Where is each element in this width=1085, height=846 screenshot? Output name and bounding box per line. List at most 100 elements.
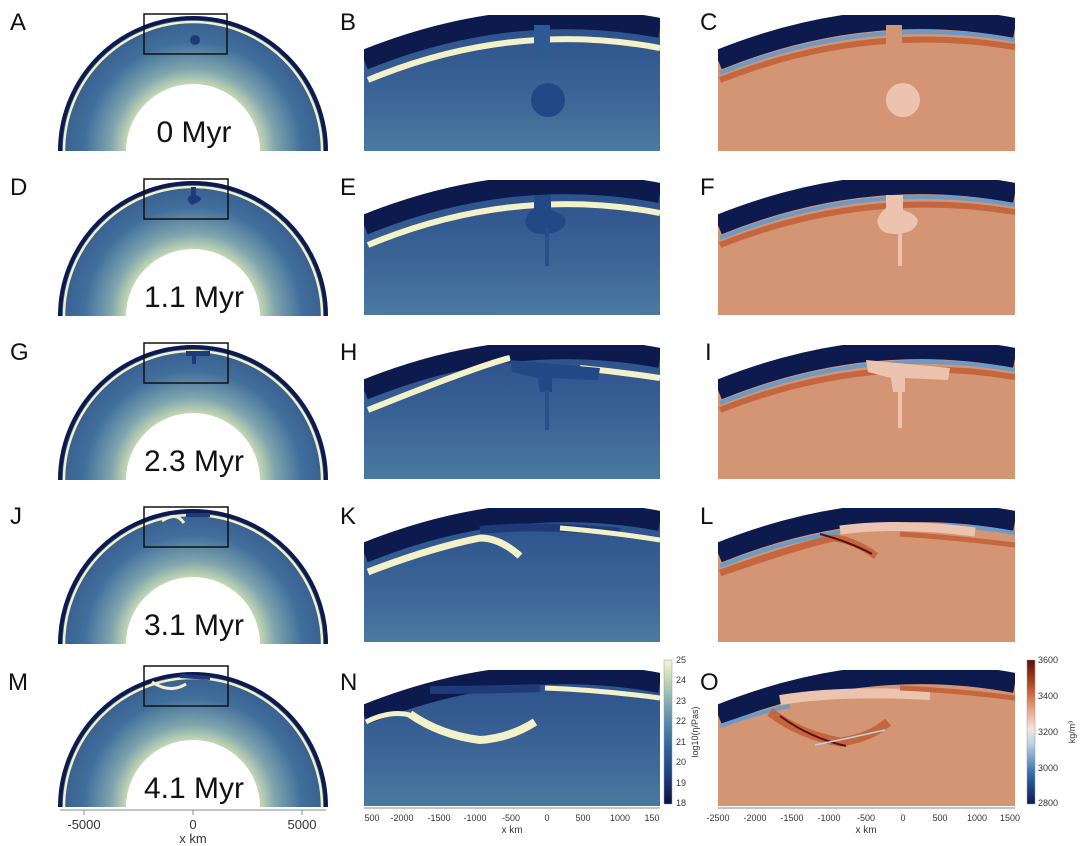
overview-tick: 0 [189, 817, 196, 832]
slab [407, 710, 538, 745]
viscosity-panel-k [364, 508, 660, 642]
colorbar-tick: 22 [676, 716, 686, 726]
row-3 [58, 506, 1015, 645]
panel-label-a: A [10, 9, 26, 36]
viscosity-tick: 0 [544, 813, 549, 823]
viscosity-x-label: x km [501, 825, 522, 836]
plume-blob [190, 35, 200, 45]
panel-labels: A B C D E F G H I J K L M N O [8, 9, 719, 696]
density-panel-i [718, 345, 1015, 479]
panel-label-d: D [10, 174, 27, 201]
density-tick: 0 [900, 813, 905, 823]
plume-head [525, 195, 566, 235]
colorbar-tick: 3000 [1038, 763, 1058, 773]
row-4 [58, 665, 1015, 808]
viscosity-tick: 150 [644, 813, 659, 823]
weak-layer-ring [62, 20, 324, 152]
colorbar-tick: 19 [676, 778, 686, 788]
panel-label-e: E [340, 174, 356, 201]
density-colorbar: 3600 3400 3200 3000 2800 kg/m³ [1026, 655, 1077, 808]
panel-label-b: B [340, 9, 356, 36]
viscosity-tick: -2000 [390, 813, 413, 823]
panel-label-h: H [340, 339, 357, 366]
row-0 [58, 13, 1015, 152]
viscosity-tick: -1500 [427, 813, 450, 823]
plume-blob [886, 83, 920, 117]
panel-label-m: M [8, 669, 28, 696]
panel-label-k: K [340, 503, 356, 530]
viscosity-x-axis: 500 -2000 -1500 -1000 -500 0 500 1000 15… [364, 807, 660, 836]
density-tick: -500 [857, 813, 875, 823]
panel-label-g: G [10, 339, 29, 366]
colorbar-tick: 2800 [1038, 798, 1058, 808]
plume-head [877, 195, 918, 235]
colorbar-tick: 23 [676, 696, 686, 706]
colorbar-tick: 25 [676, 655, 686, 665]
overview-x-label: x km [179, 831, 206, 846]
colorbar-tick: 18 [676, 798, 686, 808]
colorbar-tick: 3200 [1038, 727, 1058, 737]
plume-tail [898, 390, 902, 428]
time-label: 2.3 Myr [144, 445, 244, 478]
overview-panel-d [58, 178, 328, 317]
colorbar-tick: 24 [676, 675, 686, 685]
mantle-annulus [60, 18, 326, 151]
colorbar-label: kg/m³ [1067, 721, 1077, 744]
density-tick: 1000 [967, 813, 987, 823]
colorbar-tick: 3600 [1038, 655, 1058, 665]
plume-tail [545, 228, 549, 266]
time-label: 4.1 Myr [144, 772, 244, 805]
panel-label-i: I [705, 339, 712, 366]
density-panel-l [718, 508, 1015, 642]
overview-tick: 5000 [288, 817, 317, 832]
zoom-box [143, 13, 228, 55]
overview-tick: -5000 [67, 817, 100, 832]
density-panel-f [718, 180, 1015, 315]
viscosity-tick: 500 [575, 813, 590, 823]
overview-panel-m [58, 665, 328, 808]
colorbar-tick: 21 [676, 737, 686, 747]
lithosphere-ring [58, 16, 328, 152]
viscosity-tick: 1000 [610, 813, 630, 823]
panel-label-n: N [340, 669, 357, 696]
viscosity-colorbar: 25 24 23 22 21 20 19 18 log10(η/Pas) [663, 655, 700, 808]
viscosity-tick: 500 [364, 813, 379, 823]
viscosity-tick: -500 [502, 813, 520, 823]
colorbar-tick: 20 [676, 757, 686, 767]
row-1 [58, 178, 1015, 317]
density-panel-o [718, 670, 1015, 806]
overview-panel-a [58, 13, 328, 152]
density-panel-c [718, 15, 1015, 151]
colorbar-gradient [1026, 659, 1036, 805]
plume-tail [545, 390, 549, 430]
panel-label-l: L [700, 503, 713, 530]
density-x-label: x km [855, 825, 876, 836]
density-tick: -2000 [743, 813, 766, 823]
plume-head [510, 360, 600, 392]
density-tick: -1000 [817, 813, 840, 823]
density-tick: -2500 [706, 813, 729, 823]
viscosity-panel-n [364, 670, 660, 806]
overview-x-axis: -5000 0 5000 x km [60, 809, 326, 846]
density-tick: 1500 [1000, 813, 1020, 823]
row-2 [58, 342, 1015, 481]
slab [366, 534, 523, 576]
colorbar-tick: 3400 [1038, 691, 1058, 701]
panel-label-f: F [700, 174, 715, 201]
overview-panel-j [58, 506, 328, 645]
time-label: 3.1 Myr [144, 609, 244, 642]
viscosity-panel-h [364, 345, 660, 479]
plume-tail [898, 228, 902, 266]
colorbar-gradient [663, 659, 673, 805]
time-label: 0 Myr [157, 116, 232, 149]
colorbar-label: log10(η/Pas) [690, 706, 700, 757]
panel-label-c: C [700, 9, 717, 36]
viscosity-panel-e [364, 180, 660, 315]
time-labels: 0 Myr 1.1 Myr 2.3 Myr 3.1 Myr 4.1 Myr [144, 116, 244, 805]
density-x-axis: -2500 -2000 -1500 -1000 -500 0 500 1000 … [706, 807, 1020, 836]
plume-head [866, 360, 950, 392]
panel-label-j: J [10, 503, 22, 530]
plume-blob [531, 83, 565, 117]
time-label: 1.1 Myr [144, 281, 244, 314]
